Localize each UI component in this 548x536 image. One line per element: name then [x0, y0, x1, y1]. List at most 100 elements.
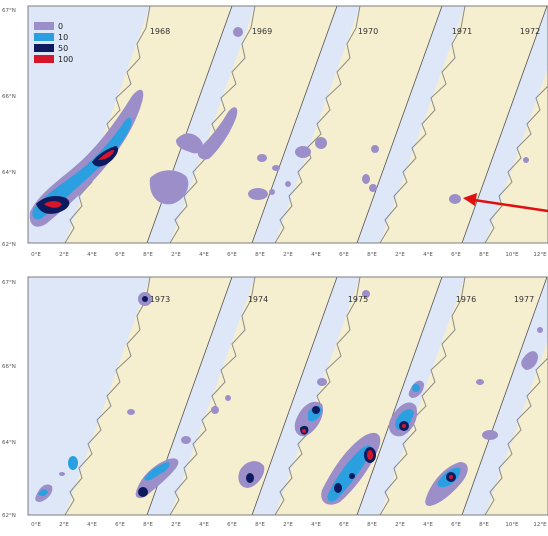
density-level-0: [149, 170, 189, 205]
longitude-label: 6°E: [227, 252, 237, 258]
strip-border: [461, 6, 548, 243]
density-level-0: [135, 458, 179, 499]
strip-border: [461, 277, 548, 515]
longitude-label: 2°E: [283, 522, 293, 528]
density-level-0: [482, 430, 498, 440]
longitude-label: 8°E: [255, 252, 265, 258]
legend-swatch: [34, 55, 54, 63]
legend-label: 10: [58, 33, 68, 42]
land-strip: [380, 277, 547, 515]
legend-swatch: [34, 33, 54, 41]
legend-label: 50: [58, 44, 68, 53]
longitude-label: 8°E: [367, 522, 377, 528]
year-label: 1970: [358, 27, 378, 36]
density-level-0: [295, 146, 311, 158]
longitude-label: 2°E: [171, 252, 181, 258]
density-level-0: [211, 406, 219, 414]
density-level-0: [537, 327, 543, 333]
year-label: 1969: [252, 27, 272, 36]
latitude-label: 66°N: [2, 94, 16, 100]
longitude-label: 6°E: [451, 252, 461, 258]
density-level-100: [367, 450, 373, 460]
land-strip: [485, 340, 548, 515]
density-level-0: [362, 290, 370, 298]
density-level-10: [32, 117, 132, 220]
arrow-shaft: [473, 198, 548, 213]
latitude-label: 62°N: [2, 513, 16, 519]
density-level-0: [371, 145, 379, 153]
latitude-label: 64°N: [2, 170, 16, 176]
land-strip: [65, 6, 232, 243]
density-level-0: [317, 378, 327, 386]
density-level-0: [181, 436, 191, 444]
year-label: 1971: [452, 27, 472, 36]
coastline: [274, 6, 361, 243]
density-level-50: [334, 483, 342, 493]
longitude-label: 4°E: [199, 252, 209, 258]
coastline: [484, 357, 548, 515]
longitude-label: 2°E: [395, 522, 405, 528]
density-level-10: [412, 384, 420, 392]
density-level-100: [302, 429, 306, 433]
longitude-label: 0°E: [31, 252, 41, 258]
longitude-label: 8°E: [143, 522, 153, 528]
strip-border: [356, 6, 443, 243]
longitude-label: 0°E: [31, 522, 41, 528]
year-label: 1974: [248, 295, 268, 304]
longitude-label: 4°E: [87, 522, 97, 528]
latitude-label: 62°N: [2, 242, 16, 248]
strip-border: [251, 277, 338, 515]
panel-bottom-land-strips: [35, 277, 548, 515]
longitude-label: 4°E: [87, 252, 97, 258]
longitude-label: 10°E: [505, 252, 519, 258]
density-level-0: [248, 188, 268, 200]
annotation-arrow: [463, 193, 548, 213]
density-level-0: [233, 27, 243, 37]
density-level-0: [369, 184, 377, 192]
panel-bottom: 1973 1974 1975 1976 1977 67°N 66°N 64°N …: [2, 276, 548, 528]
density-level-100: [44, 201, 62, 208]
legend-label: 100: [58, 55, 73, 64]
density-level-0: [225, 395, 231, 401]
longitude-label: 8°E: [479, 252, 489, 258]
density-level-0: [521, 351, 538, 370]
year-label: 1968: [150, 27, 170, 36]
coastline: [64, 277, 151, 515]
year-label: 1976: [456, 295, 476, 304]
density-level-0: [269, 189, 275, 195]
longitude-label: 6°E: [115, 252, 125, 258]
density-level-100: [98, 150, 114, 160]
latitude-label: 66°N: [2, 364, 16, 370]
panel-top: 1968 1969 1970 1971 1972 0 10 50 100 67°…: [2, 5, 548, 258]
longitude-label: 8°E: [143, 252, 153, 258]
coastline: [484, 85, 548, 243]
density-level-50: [246, 473, 254, 483]
strip-border: [356, 277, 443, 515]
longitude-label: 8°E: [367, 252, 377, 258]
density-level-50: [142, 296, 148, 302]
longitude-label: 6°E: [227, 522, 237, 528]
longitude-label: 4°E: [199, 522, 209, 528]
longitude-labels-top: 0°E 2°E 4°E 6°E 8°E 2°E 4°E 6°E 8°E 2°E 4°E 6°E 8°E 2…: [31, 252, 547, 258]
land-strip: [485, 68, 548, 243]
longitude-label: 10°E: [505, 522, 519, 528]
land-strip: [275, 277, 442, 515]
longitude-label: 2°E: [59, 252, 69, 258]
longitude-label: 2°E: [395, 252, 405, 258]
density-level-0: [285, 181, 291, 187]
density-level-0: [476, 379, 484, 385]
density-level-10: [144, 462, 170, 481]
density-level-0: [449, 194, 461, 204]
panel-bottom-frame: [27, 276, 548, 516]
longitude-label: 4°E: [423, 522, 433, 528]
longitude-label: 2°E: [171, 522, 181, 528]
legend-swatch: [34, 22, 54, 30]
density-level-0: [197, 107, 238, 160]
legend: 0 10 50 100: [34, 22, 73, 64]
coastline: [169, 277, 256, 515]
longitude-label: 4°E: [311, 252, 321, 258]
year-label: 1973: [150, 295, 170, 304]
density-level-50: [349, 473, 355, 479]
coastline: [379, 277, 466, 515]
latitude-label: 64°N: [2, 440, 16, 446]
